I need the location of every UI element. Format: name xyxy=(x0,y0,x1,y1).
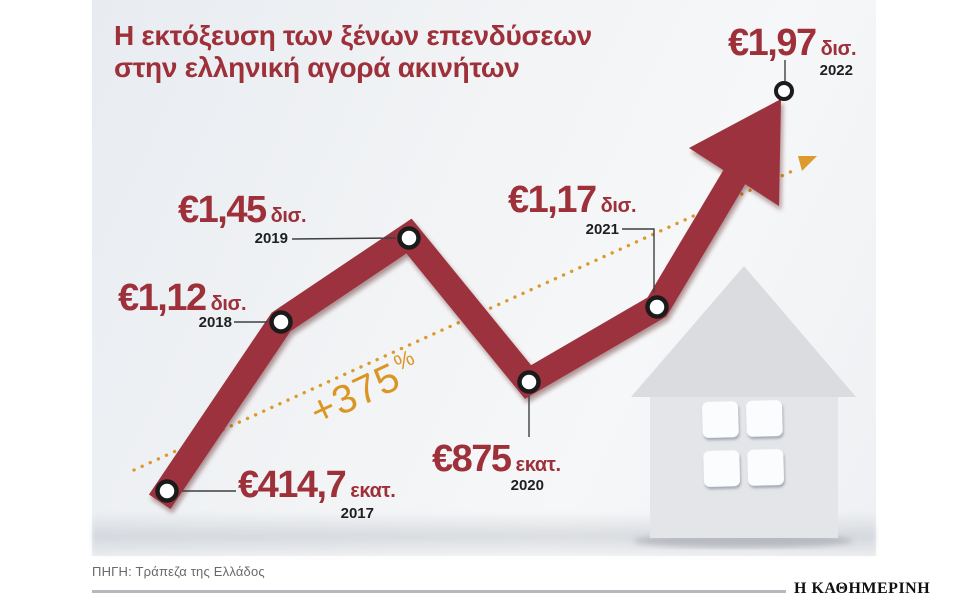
kathimerini-logo: Η ΚΑΘΗΜΕΡΙΝΗ xyxy=(794,580,931,597)
value-2022: €1,97 xyxy=(728,22,817,64)
chart-title-line1: Η εκτόξευση των ξένων επενδύσεων xyxy=(114,20,592,51)
investment-trajectory-arrow xyxy=(148,99,781,510)
source-attribution: ΠΗΓΗ: Τράπεζα της Ελλάδος xyxy=(92,564,265,579)
year-label-2019: 2019 xyxy=(254,230,288,247)
value-label-2020: €875 εκατ. xyxy=(432,438,561,481)
house-windows xyxy=(702,400,784,487)
window-icon xyxy=(746,400,783,437)
value-2021: €1,17 xyxy=(508,179,597,221)
year-label-2022: 2022 xyxy=(819,62,853,79)
unit-2022: δισ. xyxy=(820,38,857,60)
unit-2020: εκατ. xyxy=(515,454,562,476)
year-label-2021: 2021 xyxy=(585,221,619,238)
unit-2019: δισ. xyxy=(270,205,307,227)
window-icon xyxy=(747,449,784,486)
marker-2019 xyxy=(397,226,421,250)
marker-2017 xyxy=(155,479,179,503)
value-2017: €414,7 xyxy=(238,464,347,506)
window-icon xyxy=(703,450,740,487)
window-icon xyxy=(702,401,739,438)
data-point-markers xyxy=(155,81,794,503)
value-label-2019: €1,45 δισ. xyxy=(178,189,307,232)
value-2018: €1,12 xyxy=(118,277,207,319)
value-label-2018: €1,12 δισ. xyxy=(118,277,247,320)
value-2019: €1,45 xyxy=(178,189,267,231)
trend-arrowhead-icon xyxy=(798,156,817,171)
house-model xyxy=(631,266,856,548)
footer-divider xyxy=(92,590,786,593)
leader-lines xyxy=(182,60,786,492)
marker-2020 xyxy=(517,370,541,394)
year-label-2020: 2020 xyxy=(510,477,544,494)
marker-2021 xyxy=(645,295,669,319)
value-label-2017: €414,7 εκατ. xyxy=(238,464,396,507)
arrowhead-icon xyxy=(689,99,781,206)
value-label-2021: €1,17 δισ. xyxy=(508,179,637,222)
house-roof xyxy=(631,266,856,397)
value-label-2022: €1,97 δισ. xyxy=(728,22,857,65)
marker-2018 xyxy=(269,310,293,334)
unit-2021: δισ. xyxy=(600,195,637,217)
chart-title: Η εκτόξευση των ξένων επενδύσεων στην ελ… xyxy=(114,20,592,84)
year-label-2018: 2018 xyxy=(198,314,232,331)
unit-2017: εκατ. xyxy=(350,480,396,502)
year-label-2017: 2017 xyxy=(340,505,374,522)
value-2020: €875 xyxy=(432,438,512,480)
unit-2018: δισ. xyxy=(210,293,247,315)
chart-title-line2: στην ελληνική αγορά ακινήτων xyxy=(114,52,520,84)
house-body xyxy=(650,394,838,538)
marker-2022 xyxy=(774,81,794,101)
